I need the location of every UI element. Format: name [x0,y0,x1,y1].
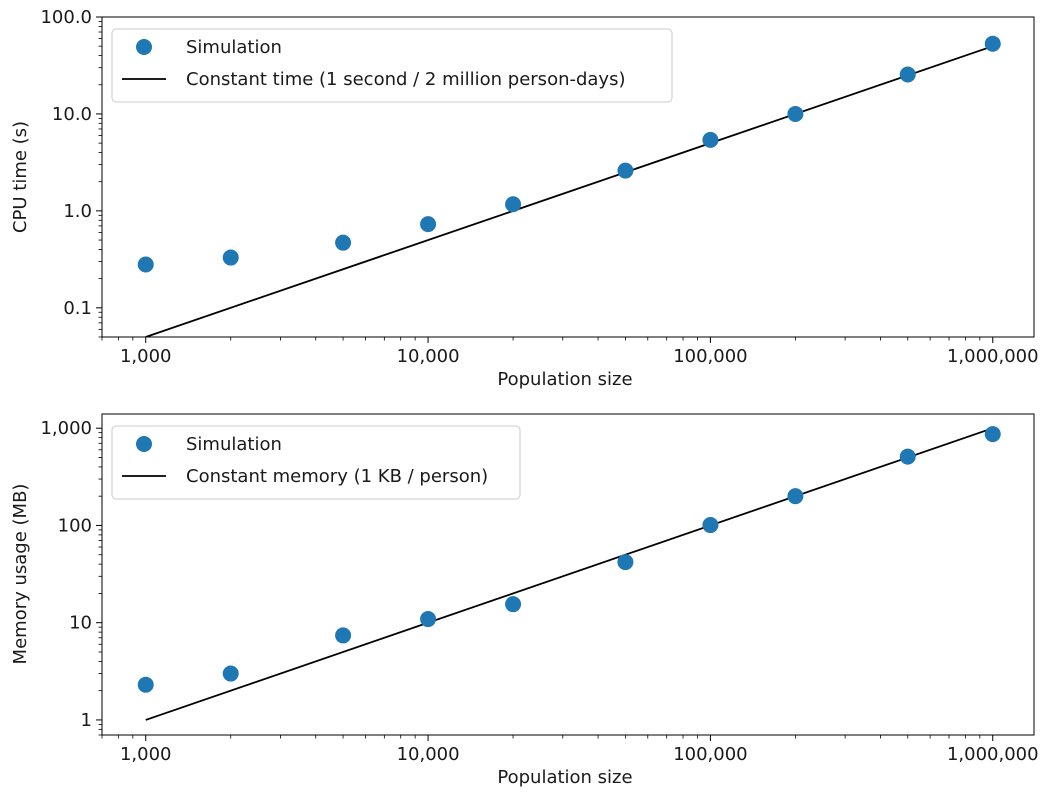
plot-data [137,35,1001,337]
legend: Simulation Constant memory (1 KB / person… [111,425,521,500]
legend-marker [136,436,152,452]
x-tick-label: 100,000 [673,744,747,765]
legend-label: Simulation [186,37,282,58]
data-point [787,105,804,122]
legend-marker [136,39,152,55]
data-point [787,488,804,505]
data-point [984,426,1001,443]
x-tick-label: 1,000,000 [947,744,1039,765]
x-axis-title: Population size [497,767,632,788]
x-axis-title: Population size [497,369,632,390]
legend-box [111,425,521,500]
data-point [137,256,154,273]
y-tick-label: 10 [69,613,92,634]
y-tick-label: 1.0 [63,201,92,222]
y-tick-label: 10.0 [52,104,92,125]
data-point [702,517,719,534]
legend-label: Constant time (1 second / 2 million pers… [186,69,626,90]
data-point [702,131,719,148]
data-point [617,554,634,571]
y-tick-label: 0.1 [63,298,92,319]
x-tick-label: 100,000 [673,346,747,367]
panel-1: 1,000 10,000 100,000 1,000,000 0.1 1.0 10.0 100… [10,7,1039,390]
legend-label: Constant memory (1 KB / person) [186,466,488,487]
data-point [505,596,522,613]
plot-data [137,426,1001,721]
data-point [335,627,352,644]
legend: Simulation Constant time (1 second / 2 mi… [111,28,673,103]
panel-2: 1,000 10,000 100,000 1,000,000 1 10 100 1,000 Po… [10,413,1039,788]
y-tick-label: 100 [58,515,92,536]
data-point [420,611,437,628]
plot-frame [101,16,1035,338]
legend-label: Simulation [186,434,282,455]
plot-frame [101,413,1035,736]
y-axis-title: Memory usage (MB) [10,484,31,665]
y-tick-label: 1 [81,710,92,731]
x-tick-label: 1,000 [120,744,172,765]
data-point [617,162,634,179]
data-point [137,676,154,693]
y-tick-label: 100.0 [40,7,92,28]
reference-line [145,45,994,337]
data-point [899,66,916,83]
data-point [222,665,239,682]
data-point [420,216,437,233]
x-tick-label: 1,000 [120,346,172,367]
x-tick-label: 1,000,000 [947,346,1039,367]
y-tick-label: 1,000 [40,418,92,439]
x-tick-label: 10,000 [397,744,460,765]
y-axis-title: CPU time (s) [10,121,31,233]
data-point [505,196,522,213]
data-point [899,448,916,465]
legend-box [111,28,673,103]
x-tick-label: 10,000 [397,346,460,367]
data-point [222,249,239,266]
data-point [984,35,1001,52]
reference-line [145,427,994,721]
data-point [335,234,352,251]
